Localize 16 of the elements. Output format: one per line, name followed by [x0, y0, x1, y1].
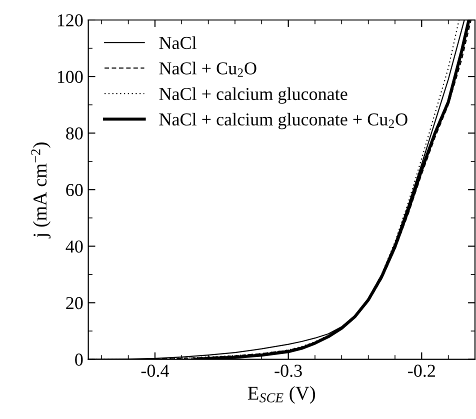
x-tick-label: -0.3: [274, 364, 302, 377]
y-tick-label: 100: [58, 70, 83, 83]
legend-label: NaCl + Cu$_{2}$O: [159, 62, 256, 77]
y-tick-label: 80: [66, 127, 83, 140]
y-tick-label: 0: [75, 354, 83, 366]
y-tick-label: 60: [66, 184, 83, 196]
y-axis-title: j (mA cm$^{−2}$): [31, 142, 51, 238]
x-tick-label: -0.4: [141, 364, 169, 377]
legend-label: NaCl + calcium gluconate: [159, 87, 348, 104]
legend-label: NaCl: [159, 36, 196, 50]
x-tick-label: -0.2: [408, 364, 435, 377]
y-tick-label: 40: [66, 240, 83, 253]
y-tick-label: 20: [66, 297, 83, 310]
legend-label: NaCl + calcium gluconate + Cu$_{2}$O: [159, 112, 408, 130]
y-tick-label: 120: [58, 14, 83, 26]
x-axis-title: E$_{SCE}$ (V): [248, 386, 316, 404]
